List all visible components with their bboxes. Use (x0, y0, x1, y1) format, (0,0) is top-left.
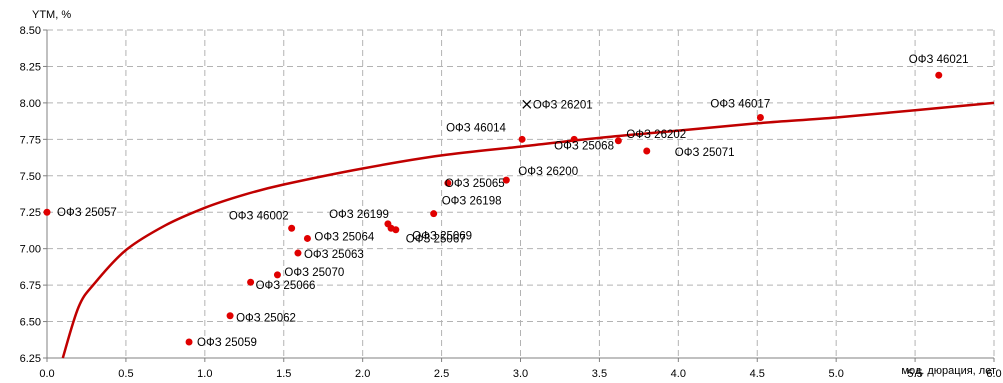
axes (43, 29, 995, 362)
data-points (43, 71, 943, 346)
data-point (294, 249, 302, 257)
x-tick-label: 1.0 (197, 368, 212, 380)
fit-curve-line (61, 101, 995, 359)
y-tick-label: 8.50 (20, 25, 41, 37)
point-label: ОФЗ 26200 (518, 166, 578, 178)
x-tick-label: 4.5 (750, 368, 765, 380)
data-point (226, 312, 234, 320)
point-label: ОФЗ 25069 (412, 230, 472, 242)
data-point (43, 208, 51, 216)
point-label: ОФЗ 46017 (710, 98, 770, 110)
x-tick-label: 0.5 (118, 368, 133, 380)
x-tick-label: 2.0 (355, 368, 370, 380)
data-point (756, 113, 764, 121)
x-tick-label: 3.5 (592, 368, 607, 380)
point-label: ОФЗ 46002 (229, 210, 289, 222)
y-tick-label: 6.75 (20, 280, 41, 292)
data-point (444, 179, 452, 187)
data-point (288, 224, 296, 232)
point-label: ОФЗ 25065 (445, 178, 505, 190)
y-tick-label: 7.50 (20, 171, 41, 183)
point-label: ОФЗ 25068 (554, 140, 614, 152)
point-label: ОФЗ 25059 (197, 337, 257, 349)
data-point-cross (522, 99, 532, 109)
point-label: ОФЗ 46021 (909, 54, 969, 66)
data-point (935, 71, 943, 79)
grid-lines (47, 29, 995, 358)
data-point (502, 176, 510, 184)
point-label: ОФЗ 25057 (57, 207, 117, 219)
y-tick-label: 7.00 (20, 244, 41, 256)
y-tick-label: 6.25 (20, 353, 41, 365)
data-point (273, 271, 281, 279)
x-tick-label: 0.0 (39, 368, 54, 380)
point-label: ОФЗ 25067 (406, 234, 466, 246)
point-label: ОФЗ 25064 (314, 231, 374, 243)
y-tick-label: 6.50 (20, 317, 41, 329)
point-label: ОФЗ 26198 (442, 196, 502, 208)
point-label: ОФЗ 25071 (675, 147, 735, 159)
x-tick-label: 6.0 (986, 368, 1001, 380)
x-tick-label: 4.0 (671, 368, 686, 380)
y-tick-label: 7.25 (20, 207, 41, 219)
point-label: ОФЗ 25063 (304, 249, 364, 261)
data-point (392, 226, 400, 234)
point-label: ОФЗ 25070 (284, 267, 344, 279)
x-tick-label: 5.0 (829, 368, 844, 380)
data-point (614, 137, 622, 145)
x-tick-label: 5.5 (907, 368, 922, 380)
x-tick-label: 1.5 (276, 368, 291, 380)
point-label: ОФЗ 26201 (533, 99, 593, 111)
point-label: ОФЗ 26199 (329, 209, 389, 221)
y-axis-title: YTM, % (32, 9, 71, 21)
data-point (247, 278, 255, 286)
y-tick-label: 7.75 (20, 134, 41, 146)
data-point (430, 210, 438, 218)
data-point (643, 147, 651, 155)
data-point (570, 135, 578, 143)
data-point (303, 234, 311, 242)
data-point (518, 135, 526, 143)
point-label: ОФЗ 46014 (446, 122, 506, 134)
tick-labels: 0.0 0.5 1.0 1.5 2.0 2.5 3.0 3.5 4.0 4.5 5.0 5.5 6.0 6… (20, 25, 1002, 380)
point-label: ОФЗ 25062 (236, 313, 296, 325)
x-axis-title: мод. дюрация, лет (901, 365, 996, 377)
x-tick-label: 2.5 (434, 368, 449, 380)
data-point (185, 338, 193, 346)
y-tick-label: 8.00 (20, 98, 41, 110)
point-label: ОФЗ 25066 (256, 280, 316, 292)
y-tick-label: 8.25 (20, 61, 41, 73)
x-tick-label: 3.0 (513, 368, 528, 380)
point-label: ОФЗ 26202 (626, 129, 686, 141)
